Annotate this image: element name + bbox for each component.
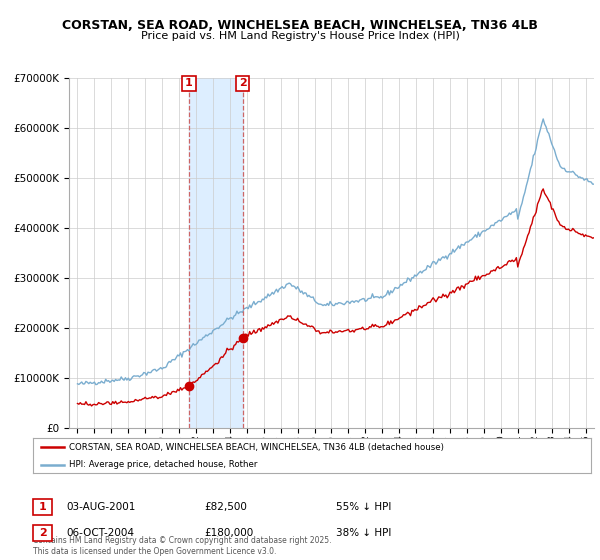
Text: 1: 1 xyxy=(39,502,46,512)
Text: 55% ↓ HPI: 55% ↓ HPI xyxy=(336,502,391,512)
Text: Contains HM Land Registry data © Crown copyright and database right 2025.
This d: Contains HM Land Registry data © Crown c… xyxy=(33,536,331,556)
Text: Price paid vs. HM Land Registry's House Price Index (HPI): Price paid vs. HM Land Registry's House … xyxy=(140,31,460,41)
Text: £82,500: £82,500 xyxy=(204,502,247,512)
Text: 06-OCT-2004: 06-OCT-2004 xyxy=(66,528,134,538)
Text: 2: 2 xyxy=(39,528,46,538)
Text: CORSTAN, SEA ROAD, WINCHELSEA BEACH, WINCHELSEA, TN36 4LB: CORSTAN, SEA ROAD, WINCHELSEA BEACH, WIN… xyxy=(62,19,538,32)
Bar xyxy=(189,78,242,428)
Text: CORSTAN, SEA ROAD, WINCHELSEA BEACH, WINCHELSEA, TN36 4LB (detached house): CORSTAN, SEA ROAD, WINCHELSEA BEACH, WIN… xyxy=(69,442,444,452)
Text: 03-AUG-2001: 03-AUG-2001 xyxy=(66,502,136,512)
Text: 1: 1 xyxy=(185,78,193,88)
Text: 2: 2 xyxy=(239,78,247,88)
Text: HPI: Average price, detached house, Rother: HPI: Average price, detached house, Roth… xyxy=(69,460,257,469)
Text: 38% ↓ HPI: 38% ↓ HPI xyxy=(336,528,391,538)
Text: £180,000: £180,000 xyxy=(204,528,253,538)
